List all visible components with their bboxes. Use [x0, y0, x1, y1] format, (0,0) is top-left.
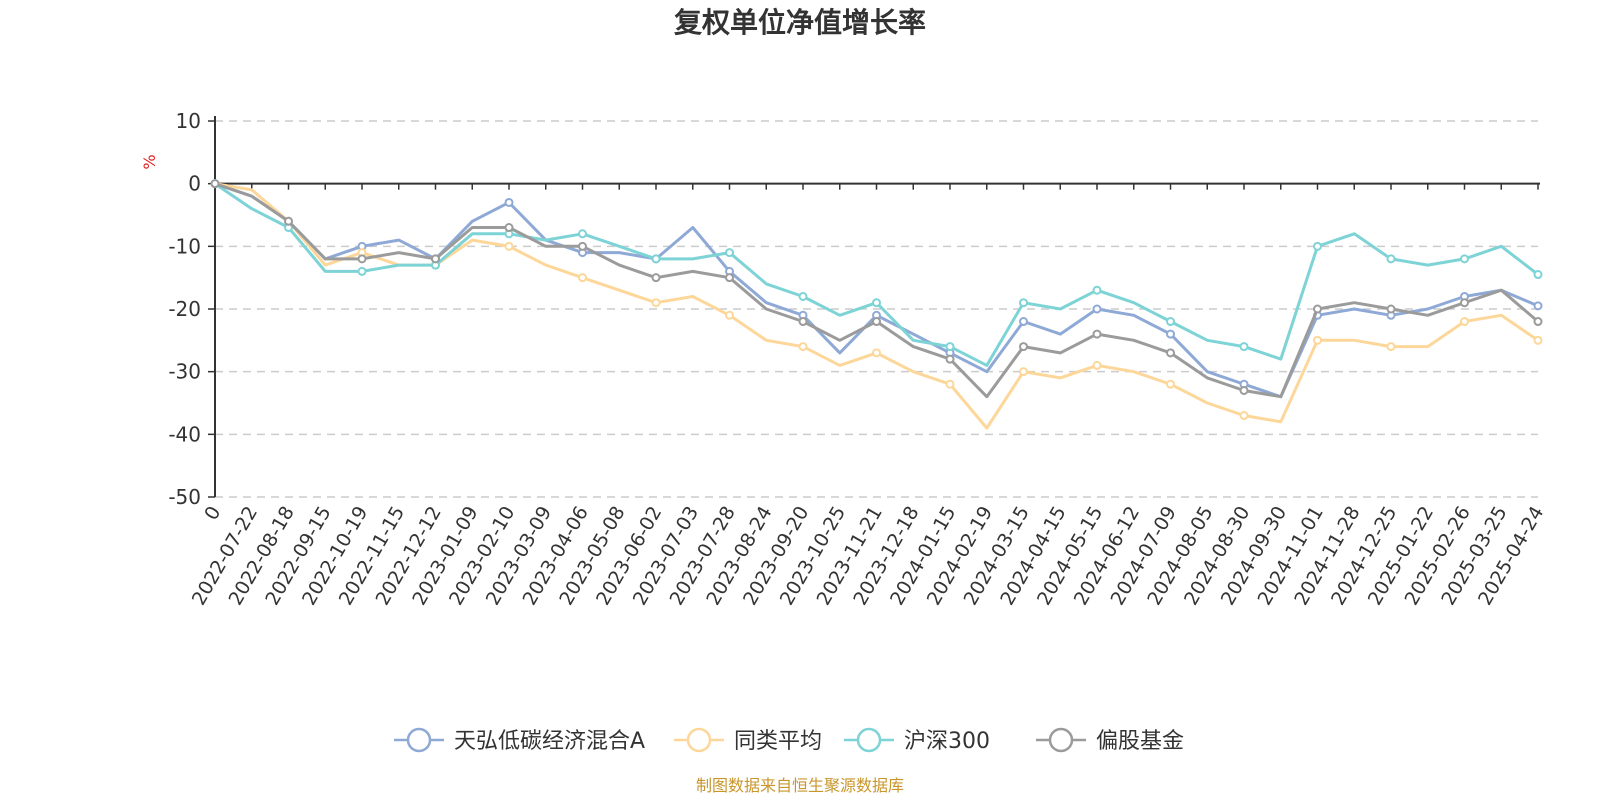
data-point	[210, 179, 220, 189]
data-point	[504, 223, 514, 233]
series-line	[214, 182, 1539, 367]
data-point	[1533, 301, 1543, 311]
data-point	[872, 348, 881, 358]
data-point	[1019, 298, 1028, 308]
data-point	[725, 248, 734, 258]
data-point	[1460, 317, 1469, 327]
x-tick-label: 0	[200, 503, 225, 524]
legend-item[interactable]: 沪深300	[844, 727, 990, 754]
y-tick-label: -50	[168, 485, 201, 509]
data-point	[1386, 304, 1396, 314]
data-point	[431, 254, 440, 264]
data-point	[578, 273, 587, 283]
series-line	[214, 182, 1539, 399]
data-source-note: 制图数据来自恒生聚源数据库	[696, 776, 904, 795]
data-point	[1019, 342, 1028, 352]
data-point	[945, 379, 955, 389]
data-point	[725, 273, 734, 283]
data-point	[798, 317, 808, 327]
data-point	[798, 291, 808, 301]
legend-marker	[406, 727, 432, 753]
data-point	[1092, 360, 1102, 370]
data-point	[1386, 254, 1396, 264]
legend-marker	[686, 727, 712, 753]
data-point	[1533, 270, 1543, 280]
y-axis-ticks: 10 0 -10 -20 -30 -40 -50	[168, 109, 215, 509]
data-point	[1313, 241, 1322, 251]
y-tick-label: 10	[176, 109, 201, 133]
x-axis-ticks: 02022-07-222022-08-182022-09-152022-10-1…	[188, 183, 1548, 609]
data-point	[651, 273, 661, 283]
data-point	[1313, 304, 1322, 314]
series-lines	[210, 179, 1543, 430]
series-3	[210, 179, 1543, 399]
y-axis-unit: %	[140, 154, 159, 169]
data-point	[651, 254, 661, 264]
data-point	[1166, 317, 1175, 327]
data-point	[1533, 335, 1543, 345]
data-point	[798, 342, 808, 352]
data-point	[945, 354, 955, 364]
legend-label: 沪深300	[904, 729, 990, 754]
series-0	[210, 179, 1543, 399]
y-tick-label: -10	[168, 234, 201, 258]
data-point	[872, 317, 881, 327]
data-point	[504, 241, 514, 251]
legend-label: 偏股基金	[1096, 729, 1184, 754]
data-point	[504, 197, 514, 207]
legend-marker	[856, 727, 882, 753]
data-point	[1019, 367, 1028, 377]
data-point	[945, 342, 955, 352]
data-point	[1239, 342, 1249, 352]
y-tick-label: -40	[168, 422, 201, 446]
data-point	[1019, 317, 1028, 327]
data-point	[284, 216, 293, 226]
legend-item[interactable]: 同类平均	[674, 727, 822, 754]
data-point	[357, 254, 367, 264]
data-point	[578, 241, 587, 251]
data-point	[1239, 385, 1249, 395]
data-point	[1460, 298, 1469, 308]
legend[interactable]: 天弘低碳经济混合A 同类平均 沪深300 偏股基金	[394, 727, 1184, 754]
series-line	[214, 182, 1539, 399]
y-tick-label: -30	[168, 360, 201, 384]
data-point	[725, 310, 734, 320]
legend-label: 天弘低碳经济混合A	[454, 729, 645, 754]
grid-lines	[215, 120, 1538, 498]
data-point	[651, 298, 661, 308]
data-point	[872, 298, 881, 308]
series-2	[210, 179, 1543, 367]
data-point	[1533, 317, 1543, 327]
data-point	[1166, 379, 1175, 389]
y-tick-label: -20	[168, 297, 201, 321]
data-point	[357, 266, 367, 276]
legend-marker	[1048, 727, 1074, 753]
legend-item[interactable]: 偏股基金	[1036, 727, 1184, 754]
data-point	[1313, 335, 1322, 345]
data-point	[578, 229, 587, 239]
data-point	[1166, 329, 1175, 339]
data-point	[1460, 254, 1469, 264]
data-point	[1092, 329, 1102, 339]
data-point	[1092, 285, 1102, 295]
legend-label: 同类平均	[734, 729, 822, 754]
data-point	[1239, 411, 1249, 421]
legend-item[interactable]: 天弘低碳经济混合A	[394, 727, 645, 754]
y-tick-label: 0	[188, 172, 201, 196]
chart-title: 复权单位净值增长率	[674, 6, 926, 39]
data-point	[1386, 342, 1396, 352]
data-point	[1092, 304, 1102, 314]
data-point	[1166, 348, 1175, 358]
